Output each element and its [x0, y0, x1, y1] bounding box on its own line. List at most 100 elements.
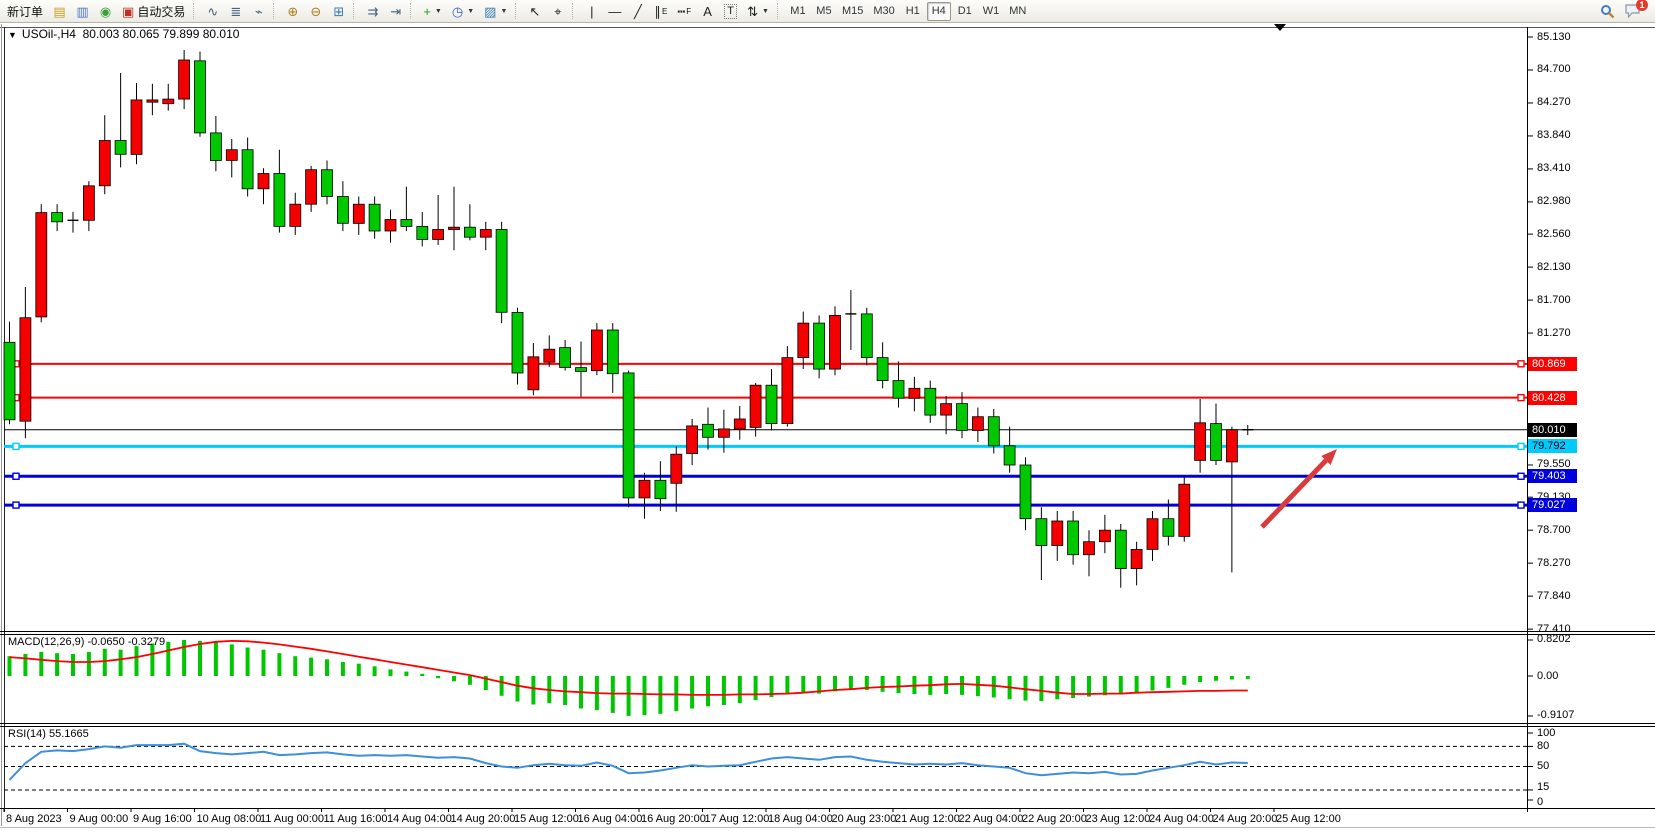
- candle-body: [622, 372, 635, 499]
- candle: [384, 209, 397, 243]
- candle: [845, 290, 857, 350]
- candle-body: [575, 367, 587, 372]
- candle: [718, 409, 730, 453]
- crosshair-icon[interactable]: ⌖: [547, 2, 568, 21]
- timeframe-button-d1[interactable]: D1: [953, 2, 977, 21]
- tile-windows-icon[interactable]: ⊞: [328, 2, 349, 21]
- timeframe-button-m5[interactable]: M5: [812, 2, 836, 21]
- indicators-icon-glyph: ∿: [207, 3, 219, 19]
- arrows-icon[interactable]: ⇅ ▼: [743, 2, 773, 21]
- chart-shift-icon[interactable]: ⇥: [385, 2, 406, 21]
- macd-histogram-bar: [420, 673, 425, 676]
- market-watch-icon[interactable]: ▥: [72, 2, 93, 21]
- chart-type-button[interactable]: ▨ ▼: [480, 2, 511, 21]
- candle-body: [1210, 423, 1222, 461]
- zoom-out-icon[interactable]: ⊖: [305, 2, 326, 21]
- macd-panel: [7, 640, 1250, 716]
- indicator-window-icon[interactable]: ≣: [225, 2, 246, 21]
- timeframe-button-h1[interactable]: H1: [901, 2, 925, 21]
- hline-handle[interactable]: [12, 442, 20, 451]
- hline-handle[interactable]: [1517, 360, 1525, 368]
- new-chart-button[interactable]: + ▼: [419, 2, 446, 21]
- auto-trading-button[interactable]: ▣ 自动交易: [118, 2, 189, 21]
- hline-handle[interactable]: [12, 472, 20, 480]
- candle: [178, 50, 191, 110]
- notifications-button[interactable]: 1: [1621, 0, 1648, 21]
- candle-body: [987, 416, 1000, 447]
- macd-histogram-bar: [277, 653, 282, 676]
- vertical-line-icon[interactable]: |: [581, 2, 602, 21]
- timeframe-button-w1[interactable]: W1: [979, 2, 1004, 21]
- dropdown-arrow-icon[interactable]: ▼: [762, 7, 769, 15]
- hline-handle[interactable]: [12, 501, 20, 509]
- chart-shift-marker-icon[interactable]: [1274, 24, 1286, 31]
- candle: [987, 409, 1000, 454]
- trendline-icon[interactable]: ╱: [627, 2, 648, 21]
- macd-histogram-bar: [436, 676, 441, 679]
- macd-histogram-bar: [721, 676, 726, 705]
- macd-histogram-bar: [1102, 676, 1107, 696]
- candle: [1146, 511, 1159, 561]
- candle-body: [225, 149, 238, 161]
- candle: [924, 380, 937, 423]
- timeframe-button-m1[interactable]: M1: [786, 2, 810, 21]
- macd-histogram-bar: [896, 676, 901, 694]
- new-order-button[interactable]: 新订单: [3, 2, 47, 21]
- hline-handle[interactable]: [1517, 501, 1525, 509]
- candle-body: [670, 453, 683, 484]
- dropdown-arrow-icon[interactable]: ▼: [500, 7, 508, 15]
- signals-icon[interactable]: ◉: [95, 2, 116, 21]
- candle-body: [1146, 518, 1159, 550]
- hline-handle[interactable]: [1517, 442, 1525, 451]
- macd-histogram-bar: [23, 654, 28, 676]
- auto-scroll-icon[interactable]: ⇉: [362, 2, 383, 21]
- text-label-icon[interactable]: T: [720, 2, 741, 21]
- timeframe-button-mn[interactable]: MN: [1005, 2, 1030, 21]
- equidistant-channel-icon[interactable]: ∥ E: [650, 2, 671, 21]
- macd-histogram-bar: [134, 646, 139, 676]
- chart-window-icon[interactable]: ▤: [49, 2, 70, 21]
- candle-body: [98, 140, 111, 187]
- objects-list-icon[interactable]: ⌁: [248, 2, 269, 21]
- macd-histogram-bar: [261, 649, 266, 676]
- macd-histogram-bar: [483, 676, 488, 690]
- toolbar-separator: [193, 3, 198, 19]
- timeframe-button-m15[interactable]: M15: [838, 2, 867, 21]
- indicators-icon[interactable]: ∿: [202, 2, 223, 21]
- candle: [114, 73, 127, 168]
- candle: [940, 396, 952, 435]
- timeframe-button-m30[interactable]: M30: [869, 2, 898, 21]
- candle: [733, 405, 746, 440]
- dropdown-arrow-icon[interactable]: ▼: [467, 7, 475, 15]
- horizontal-line-icon[interactable]: —: [604, 2, 625, 21]
- candle-body: [765, 384, 778, 425]
- chart-window-icon-glyph: ▤: [53, 3, 66, 19]
- candle: [1114, 524, 1127, 588]
- candle: [352, 196, 365, 235]
- hline-handle[interactable]: [1517, 472, 1525, 480]
- macd-histogram-bar: [356, 663, 361, 676]
- cursor-icon[interactable]: ↖: [524, 2, 545, 21]
- candle: [1178, 476, 1191, 542]
- periods-button[interactable]: ◷ ▼: [448, 2, 478, 21]
- toolbar-separator: [572, 3, 577, 19]
- candle-body: [527, 356, 540, 391]
- candle-body: [1003, 445, 1016, 466]
- macd-histogram-bar: [86, 651, 91, 676]
- dropdown-arrow-icon[interactable]: ▼: [434, 7, 442, 15]
- trend-arrow-object[interactable]: [1260, 458, 1328, 529]
- hline-handle[interactable]: [1517, 393, 1525, 402]
- text-icon[interactable]: A: [697, 2, 718, 21]
- macd-histogram-bar: [880, 676, 885, 692]
- candle-body: [1051, 520, 1064, 546]
- timeframe-button-h4[interactable]: H4: [926, 1, 951, 21]
- fibonacci-icon[interactable]: ┅ F: [673, 2, 695, 21]
- zoom-in-icon[interactable]: ⊕: [282, 2, 303, 21]
- macd-histogram-bar: [293, 656, 298, 676]
- trend-arrow-head[interactable]: [1321, 449, 1337, 466]
- arrows-icon-glyph: ⇅: [747, 3, 758, 19]
- text-label-icon-glyph: T: [724, 3, 737, 19]
- search-button[interactable]: [1596, 2, 1619, 21]
- candle-body: [416, 225, 429, 240]
